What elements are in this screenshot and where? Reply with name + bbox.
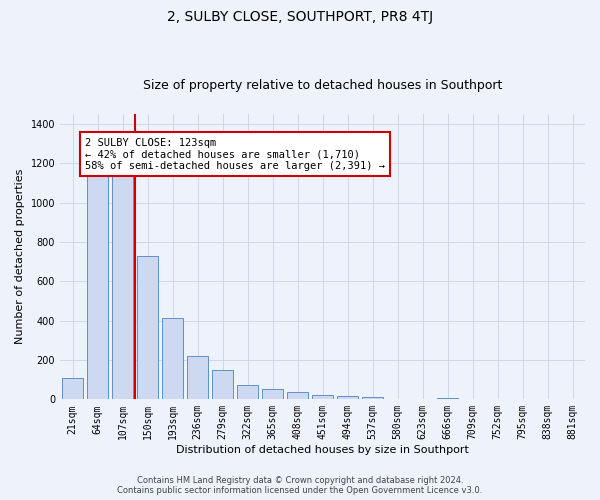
Bar (362, 398, 383, 400)
Bar (112, 172, 133, 400)
Bar (162, 318, 183, 400)
Bar (87, 172, 108, 400)
Bar (287, 392, 308, 400)
Bar (212, 370, 233, 400)
Y-axis label: Number of detached properties: Number of detached properties (15, 169, 25, 344)
Bar (262, 390, 283, 400)
Bar (137, 256, 158, 400)
Bar (437, 398, 458, 400)
X-axis label: Distribution of detached houses by size in Southport: Distribution of detached houses by size … (176, 445, 469, 455)
Text: 2 SULBY CLOSE: 123sqm
← 42% of detached houses are smaller (1,710)
58% of semi-d: 2 SULBY CLOSE: 123sqm ← 42% of detached … (85, 138, 385, 171)
Bar (312, 395, 333, 400)
Text: 2, SULBY CLOSE, SOUTHPORT, PR8 4TJ: 2, SULBY CLOSE, SOUTHPORT, PR8 4TJ (167, 10, 433, 24)
Bar (62, 378, 83, 400)
Bar (187, 356, 208, 400)
Bar (337, 396, 358, 400)
Title: Size of property relative to detached houses in Southport: Size of property relative to detached ho… (143, 79, 502, 92)
Text: Contains HM Land Registry data © Crown copyright and database right 2024.
Contai: Contains HM Land Registry data © Crown c… (118, 476, 482, 495)
Bar (237, 385, 258, 400)
